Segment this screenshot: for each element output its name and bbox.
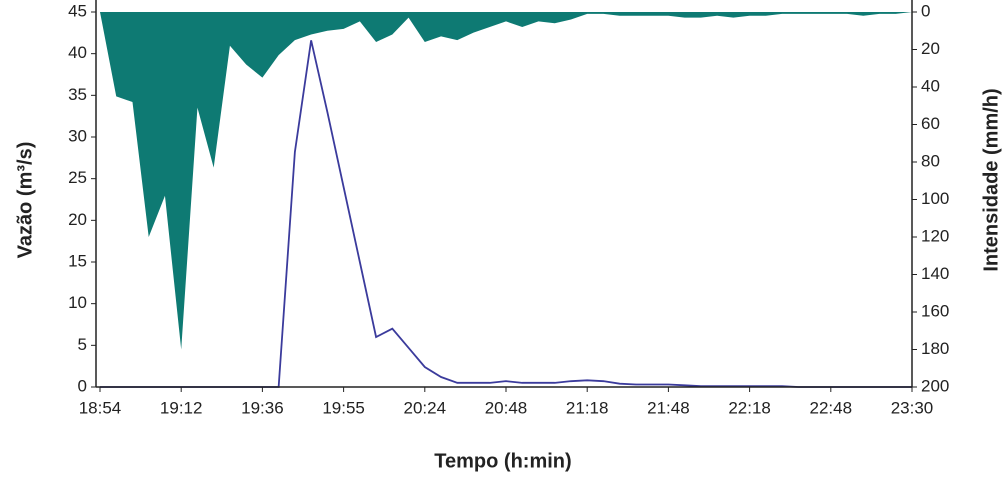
y2-tick-label: 0: [921, 1, 930, 20]
y2-axis-title: Intensidade (mm/h): [980, 88, 1002, 271]
y2-tick-label: 100: [921, 189, 949, 208]
y2-tick-label: 160: [921, 301, 949, 320]
y-tick-label: 45: [68, 1, 87, 20]
x-tick-label: 19:36: [241, 398, 284, 417]
y2-tick-label: 180: [921, 339, 949, 358]
x-axis-title: Tempo (h:min): [434, 450, 571, 472]
y2-tick-label: 60: [921, 114, 940, 133]
x-tick-label: 20:48: [485, 398, 528, 417]
y-tick-label: 35: [68, 85, 87, 104]
rain-area: [100, 12, 912, 350]
x-tick-label: 19:12: [160, 398, 203, 417]
x-tick-label: 18:54: [79, 398, 122, 417]
y2-tick-label: 200: [921, 376, 949, 395]
y-tick-label: 15: [68, 251, 87, 270]
y-tick-label: 30: [68, 126, 87, 145]
x-tick-label: 20:24: [404, 398, 447, 417]
y-tick-label: 5: [78, 335, 87, 354]
x-tick-label: 19:55: [322, 398, 365, 417]
y2-tick-label: 140: [921, 264, 949, 283]
y2-tick-label: 20: [921, 39, 940, 58]
y-tick-label: 10: [68, 293, 87, 312]
y-tick-label: 20: [68, 210, 87, 229]
y-tick-label: 40: [68, 43, 87, 62]
x-tick-label: 22:48: [810, 398, 853, 417]
y-tick-label: 0: [78, 376, 87, 395]
y-axis-title: Vazão (m³/s): [14, 142, 36, 259]
x-tick-label: 21:18: [566, 398, 609, 417]
x-tick-label: 22:18: [728, 398, 771, 417]
y2-tick-label: 120: [921, 226, 949, 245]
y2-tick-label: 40: [921, 76, 940, 95]
y-tick-label: 25: [68, 168, 87, 187]
x-tick-label: 21:48: [647, 398, 690, 417]
y2-tick-label: 80: [921, 151, 940, 170]
x-tick-label: 23:30: [891, 398, 934, 417]
